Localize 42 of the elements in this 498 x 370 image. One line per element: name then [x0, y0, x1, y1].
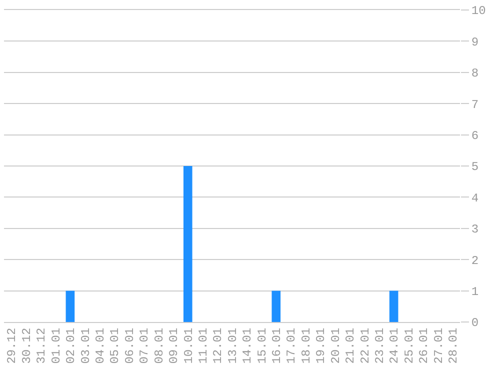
x-tick-label: 24.01: [388, 328, 402, 364]
x-tick-label: 26.01: [417, 328, 432, 364]
y-tick-label: 6: [471, 129, 479, 143]
x-tick-label: 21.01: [344, 328, 358, 364]
x-tick-label: 11.01: [196, 328, 210, 364]
x-tick-label: 27.01: [432, 328, 446, 364]
x-tick-label: 28.01: [446, 328, 461, 364]
x-tick-label: 19.01: [314, 328, 328, 364]
x-tick-label: 29.12: [5, 328, 20, 364]
y-tick-label: 3: [471, 222, 479, 237]
x-tick-label: 04.01: [94, 328, 108, 364]
y-tick-label: 8: [471, 66, 479, 81]
x-tick-label: 10.01: [182, 328, 196, 364]
y-tick-label: 4: [471, 191, 479, 206]
x-tick-label: 03.01: [78, 328, 93, 364]
x-tick-label: 22.01: [358, 328, 372, 364]
x-tick-label: 20.01: [328, 328, 343, 364]
x-tick-label: 09.01: [167, 328, 182, 364]
x-tick-label: 08.01: [152, 328, 166, 364]
x-tick-label: 23.01: [373, 328, 387, 364]
y-tick-label: 1: [471, 285, 479, 299]
x-tick-label: 15.01: [255, 328, 270, 364]
y-tick-label: 9: [471, 35, 479, 50]
y-tick-label: 10: [471, 4, 486, 18]
y-tick-label: 5: [471, 160, 479, 174]
x-tick-label: 13.01: [226, 328, 240, 364]
x-tick-label: 05.01: [108, 328, 122, 364]
y-tick-label: 0: [471, 316, 479, 330]
x-tick-label: 31.12: [34, 328, 49, 364]
x-tick-label: 06.01: [122, 328, 137, 364]
x-tick-label: 02.01: [64, 328, 78, 364]
x-tick-label: 01.01: [49, 328, 64, 364]
y-tick-label: 7: [471, 98, 479, 112]
x-tick-label: 25.01: [402, 328, 416, 364]
x-tick-label: 07.01: [138, 328, 152, 364]
x-tick-label: 14.01: [240, 328, 255, 364]
x-tick-label: 30.12: [20, 328, 34, 364]
x-tick-label: 16.01: [270, 328, 284, 364]
y-tick-label: 2: [471, 254, 479, 268]
x-tick-label: 12.01: [211, 328, 226, 364]
x-tick-label: 17.01: [284, 328, 299, 364]
x-tick-label: 18.01: [299, 328, 314, 364]
